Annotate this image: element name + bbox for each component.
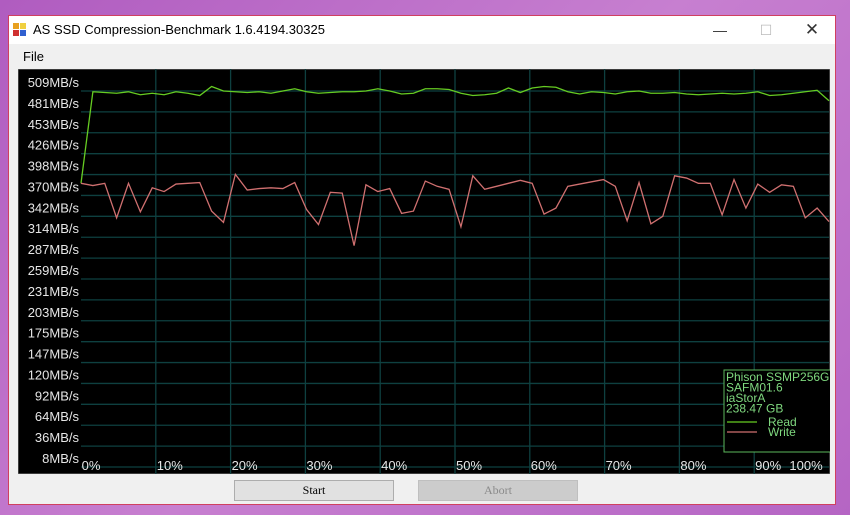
y-tick-label: 8MB/s — [42, 451, 79, 466]
legend-device: Phison SSMP256G7 — [726, 370, 830, 384]
y-tick-label: 259MB/s — [28, 263, 80, 278]
y-tick-label: 509MB/s — [28, 75, 80, 90]
y-tick-label: 175MB/s — [28, 326, 80, 341]
minimize-icon: — — [713, 22, 727, 38]
close-icon: ✕ — [804, 20, 820, 39]
x-tick-label: 80% — [680, 458, 706, 473]
maximize-button[interactable]: ☐ — [743, 16, 789, 44]
legend-box — [723, 369, 830, 453]
x-tick-label: 30% — [306, 458, 332, 473]
legend-driver: iaStorA — [726, 391, 765, 405]
minimize-button[interactable]: — — [697, 16, 743, 44]
y-tick-label: 231MB/s — [28, 284, 80, 299]
series-line-write — [80, 172, 830, 246]
x-tick-label: 40% — [381, 458, 407, 473]
x-tick-label: 50% — [456, 458, 482, 473]
x-tick-label: 0% — [82, 458, 101, 473]
x-tick-label: 10% — [157, 458, 183, 473]
x-tick-label: 70% — [606, 458, 632, 473]
x-tick-label: 100% — [789, 458, 823, 473]
abort-button[interactable]: Abort — [418, 480, 578, 501]
close-button[interactable]: ✕ — [789, 16, 835, 44]
x-tick-label: 20% — [232, 458, 258, 473]
legend-read-label: Read — [768, 415, 797, 429]
y-tick-label: 147MB/s — [28, 347, 80, 362]
y-tick-label: 342MB/s — [28, 200, 80, 215]
y-tick-label: 92MB/s — [35, 388, 80, 403]
y-tick-label: 398MB/s — [28, 159, 80, 174]
y-tick-label: 203MB/s — [28, 305, 80, 320]
legend-firmware: SAFM01.6 — [726, 381, 783, 395]
y-tick-label: 426MB/s — [28, 138, 80, 153]
menu-bar: File — [9, 44, 835, 66]
y-tick-label: 36MB/s — [35, 430, 80, 445]
y-tick-label: 314MB/s — [28, 221, 80, 236]
app-window: AS SSD Compression-Benchmark 1.6.4194.30… — [8, 15, 836, 505]
start-button[interactable]: Start — [234, 480, 394, 501]
series-line-read — [80, 85, 830, 184]
window-title: AS SSD Compression-Benchmark 1.6.4194.30… — [33, 22, 325, 37]
x-tick-label: 60% — [531, 458, 557, 473]
y-tick-label: 287MB/s — [28, 242, 80, 257]
app-icon — [13, 23, 27, 37]
y-tick-label: 453MB/s — [28, 117, 80, 132]
benchmark-chart: 509MB/s 481MB/s 453MB/s 426MB/s 398MB/s 370MB… — [18, 69, 830, 474]
y-tick-label: 120MB/s — [28, 367, 80, 382]
y-tick-label: 481MB/s — [28, 96, 80, 111]
y-tick-label: 64MB/s — [35, 409, 80, 424]
maximize-icon: ☐ — [759, 21, 773, 38]
legend-capacity: 238.47 GB — [726, 402, 783, 416]
menu-file[interactable]: File — [23, 49, 44, 64]
legend-write-label: Write — [768, 425, 796, 439]
x-tick-label: 90% — [755, 458, 781, 473]
y-tick-label: 370MB/s — [28, 179, 80, 194]
title-bar[interactable]: AS SSD Compression-Benchmark 1.6.4194.30… — [9, 16, 835, 44]
chart-background — [18, 69, 830, 474]
